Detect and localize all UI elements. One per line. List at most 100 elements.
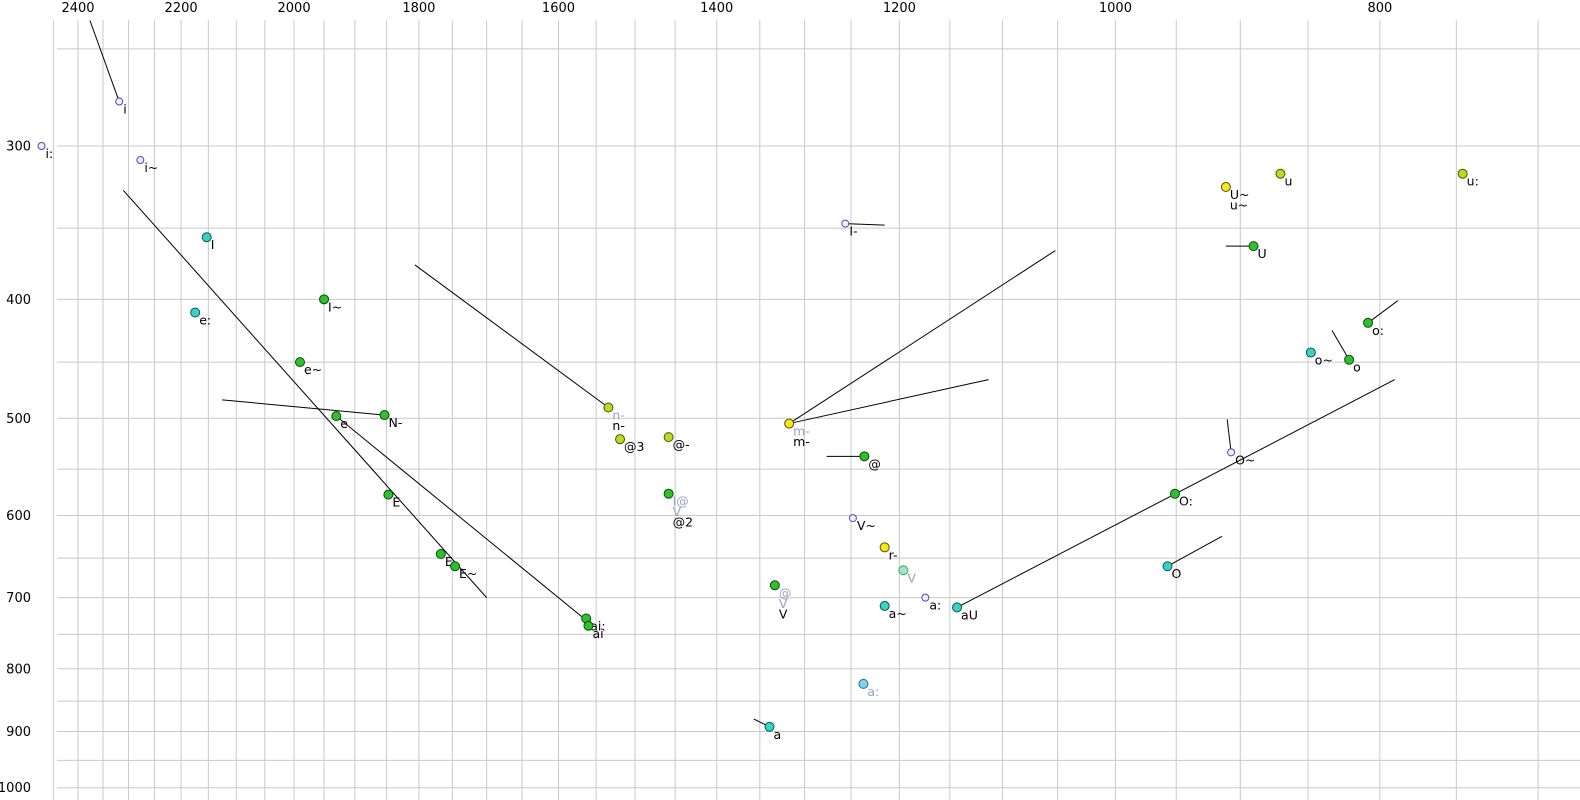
vowel-label: I [211,237,215,252]
vowel-label-grey: V [779,596,788,611]
vowel-point-@2 [663,488,674,499]
trajectory-line [1331,330,1350,360]
x-axis-tick-label: 1400 [700,1,733,16]
vowel-label: O~ [1235,452,1255,467]
vowel-point-I [201,232,212,243]
vowel-label: @ [868,456,881,471]
vowel-label: E~ [459,566,477,581]
y-axis-tick-label: 900 [6,725,31,740]
vowel-label: n- [612,418,624,433]
vowel-point-u [1275,168,1286,179]
y-axis-tick-label: 400 [6,293,31,308]
y-axis-tick-label: 300 [6,140,31,155]
x-axis-tick-label: 2400 [61,1,94,16]
vowel-label-grey: m- [793,424,810,439]
vowel-label: V [779,606,788,621]
vowel-label: o: [1372,323,1384,338]
vowel-label: e: [199,312,211,327]
vowel-point-u: [1457,168,1468,179]
vowel-label: a [774,727,782,742]
vowel-label-grey: I@ [673,494,689,509]
vowel-label: ai [592,626,603,641]
vowel-point-E- [435,548,446,559]
x-axis-tick-label: 1800 [402,1,435,16]
vowel-point-i~ [136,156,145,165]
vowel-label-grey: V [673,504,682,519]
trajectory-line [845,223,885,226]
vowel-label: ai: [590,619,605,634]
vowel-point-V~ [848,514,857,523]
vowel-point-@- [663,432,674,443]
trajectory-line [788,250,1056,424]
trajectory-line [1167,535,1223,567]
vowel-point-i [115,97,124,106]
vowel-label: N- [389,415,403,430]
vowel-label-grey: @ [779,585,792,600]
vowel-point-U~ [1220,182,1231,193]
vowel-point-a: [858,678,869,689]
y-axis-tick-label: 700 [6,591,31,606]
vowel-point-o: [1363,317,1374,328]
vowel-label: u [1284,174,1292,189]
vowel-label: e [340,416,348,431]
vowel-label: aU [961,607,978,622]
vowel-label: @2 [673,515,693,530]
vowel-point-O: [1169,488,1180,499]
vowel-point-n- [603,402,614,413]
vowel-label-grey: n- [612,408,624,423]
vowel-point-a [764,721,775,732]
vowel-label: V~ [857,518,876,533]
trajectory-line [335,415,589,623]
trajectory-line [789,379,989,425]
vowel-label: @3 [624,439,644,454]
vowel-label: U [1258,246,1267,261]
vowel-label: @- [673,437,690,452]
vowel-point-I~ [319,294,330,305]
vowel-point-e: [190,307,201,318]
vowel-label: u~ [1230,198,1248,213]
trajectory-line [89,20,120,102]
trajectory-line [122,189,488,598]
vowel-label: a~ [889,606,907,621]
x-axis-tick-label: 1200 [883,1,916,16]
vowel-point-o~ [1305,347,1316,358]
x-axis-tick-label: 2200 [165,1,198,16]
vowel-point-E~ [449,561,460,572]
vowel-point-o [1344,354,1355,365]
vowel-label: O: [1179,494,1193,509]
vowel-label: I- [849,224,857,239]
y-axis-tick-label: 1000 [0,781,31,796]
vowel-point-e [331,411,342,422]
vowel-label: u: [1467,174,1479,189]
vowel-point-a~ [879,600,890,611]
trajectory-line [414,264,609,408]
vowel-label: r- [889,547,898,562]
y-axis-tick-label: 800 [6,662,31,677]
vowel-label: i [123,102,126,117]
x-axis-tick-label: 800 [1367,1,1392,16]
trajectory-line [1226,419,1232,453]
vowel-label: a: [929,598,941,613]
vowel-point-V [898,565,909,576]
vowel-label: I~ [328,299,342,314]
y-axis-tick-label: 500 [6,412,31,427]
vowel-point-O~ [1227,448,1236,457]
vowel-point-m- [784,418,795,429]
vowel-label: i~ [144,160,158,175]
vowel-label: i: [46,146,54,161]
vowel-point-@ [859,451,870,462]
vowel-point-V [769,580,780,591]
trajectory-line [222,399,385,416]
vowel-point-I- [841,219,850,228]
vowel-label: m- [793,434,810,449]
vowel-point-aU [952,602,963,613]
vowel-label-grey: V [907,570,916,585]
vowel-point-i: [37,142,46,150]
vowel-point-O [1162,561,1173,572]
vowel-label-grey: a: [867,684,879,699]
vowel-label: o~ [1315,353,1333,368]
x-axis-tick-label: 1000 [1099,1,1132,16]
vowel-point-e~ [294,357,305,368]
